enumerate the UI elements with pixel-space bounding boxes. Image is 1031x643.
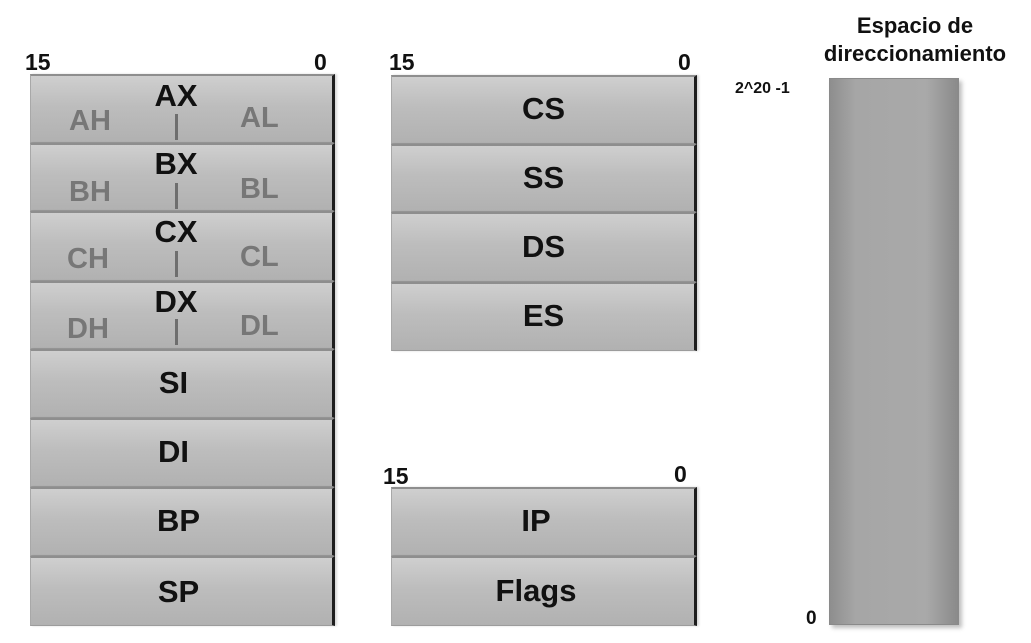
register-al-label: AL — [240, 102, 279, 134]
register-ip-name: IP — [521, 503, 551, 538]
register-bx: BX BH BL — [30, 143, 335, 211]
register-bl-label: BL — [240, 173, 279, 205]
register-ax-name: AX — [154, 78, 198, 113]
register-cx-name: CX — [154, 214, 198, 249]
register-cx: CX CH CL — [30, 211, 335, 281]
register-ch-label: CH — [67, 243, 109, 275]
general-bit-low-label: 0 — [314, 49, 327, 75]
segment-bit-high-label: 15 — [389, 49, 415, 75]
register-cl-label: CL — [240, 241, 279, 273]
register-ss: SS — [391, 144, 697, 212]
register-sp-name: SP — [157, 574, 200, 609]
register-dx-name: DX — [154, 284, 198, 319]
register-cs-name: CS — [521, 91, 566, 126]
address-space-bottom-label: 0 — [806, 608, 817, 629]
address-space-title-line2: direccionamiento — [823, 41, 1007, 66]
register-di-name: DI — [158, 434, 189, 469]
register-flags-name: Flags — [495, 573, 577, 608]
register-ss-name: SS — [522, 160, 565, 195]
register-es: ES — [391, 282, 697, 351]
register-cs: CS — [391, 75, 697, 144]
register-bp: BP — [30, 487, 335, 556]
register-dx: DX DH DL — [30, 281, 335, 349]
register-ip: IP — [391, 487, 697, 556]
register-cx-divider — [175, 251, 178, 277]
register-ah-label: AH — [69, 105, 111, 137]
address-space-title: Espacio de direccionamiento — [805, 12, 1025, 68]
register-si-name: SI — [158, 365, 189, 400]
general-bit-high-label: 15 — [25, 49, 51, 75]
segment-bit-low-label: 0 — [678, 49, 691, 75]
control-bit-high-label: 15 — [383, 463, 409, 489]
control-bit-low-label: 0 — [674, 461, 687, 487]
register-bx-divider — [175, 183, 178, 209]
register-bp-name: BP — [156, 503, 201, 538]
register-flags: Flags — [391, 556, 697, 626]
register-dx-divider — [175, 319, 178, 345]
register-bx-name: BX — [154, 146, 198, 181]
register-si: SI — [30, 349, 335, 418]
register-di: DI — [30, 418, 335, 487]
register-sp: SP — [30, 556, 335, 626]
register-dh-label: DH — [67, 313, 109, 345]
register-ax: AX AH AL — [30, 74, 335, 143]
register-ds-name: DS — [521, 229, 566, 264]
register-ds: DS — [391, 212, 697, 282]
address-space-top-label: 2^20 -1 — [735, 80, 790, 97]
register-es-name: ES — [522, 298, 565, 333]
register-bh-label: BH — [69, 176, 111, 208]
register-dl-label: DL — [240, 310, 279, 342]
address-space-bar — [829, 78, 959, 625]
register-ax-divider — [175, 114, 178, 140]
address-space-title-line1: Espacio de — [856, 13, 974, 38]
